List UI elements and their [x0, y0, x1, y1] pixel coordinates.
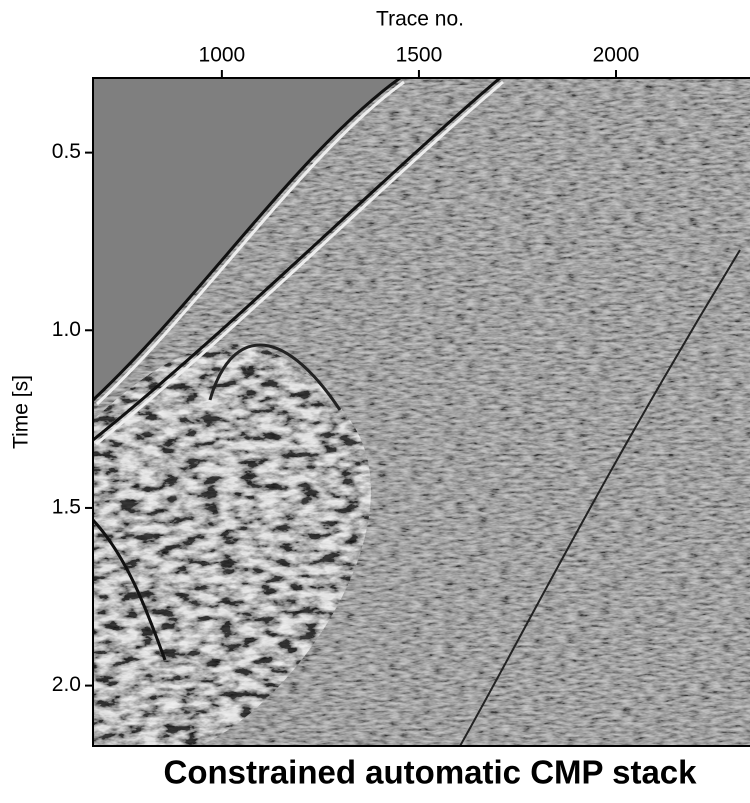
y-tick-label: 1.0: [52, 318, 81, 341]
x-tick-label: 2000: [593, 44, 640, 67]
y-axis-label: Time [s]: [10, 375, 33, 449]
y-tick-label: 1.5: [52, 495, 81, 518]
x-tick-label: 1500: [396, 44, 443, 67]
x-axis-label: Trace no.: [376, 8, 464, 31]
y-tick-label: 0.5: [52, 140, 81, 163]
y-tick-label: 2.0: [52, 673, 81, 696]
plot-frame: [92, 77, 750, 747]
x-tick-label: 1000: [199, 44, 246, 67]
reflectors: [93, 78, 741, 746]
chart-title: Constrained automatic CMP stack: [163, 754, 697, 791]
seismic-image: [93, 78, 750, 746]
